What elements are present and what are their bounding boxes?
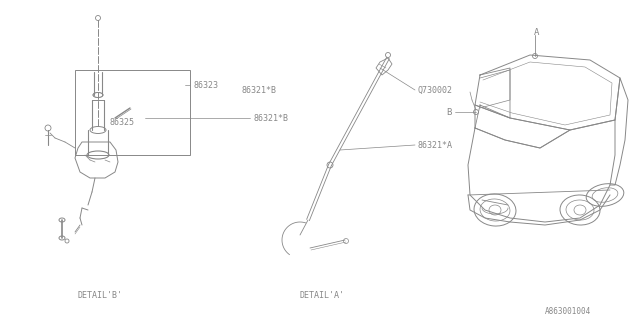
Text: DETAIL'A': DETAIL'A': [300, 291, 345, 300]
Text: 86321*B: 86321*B: [253, 114, 288, 123]
Text: DETAIL'B': DETAIL'B': [78, 291, 123, 300]
Text: 86323: 86323: [193, 81, 218, 90]
Text: 86325: 86325: [110, 117, 135, 126]
Text: A863001004: A863001004: [545, 308, 591, 316]
Text: 86321*A: 86321*A: [418, 140, 453, 149]
Bar: [75, 70, 190, 155]
Text: A: A: [534, 28, 540, 36]
Text: Q730002: Q730002: [418, 85, 453, 94]
Text: 86321*B: 86321*B: [242, 85, 277, 94]
Text: B: B: [447, 108, 452, 116]
